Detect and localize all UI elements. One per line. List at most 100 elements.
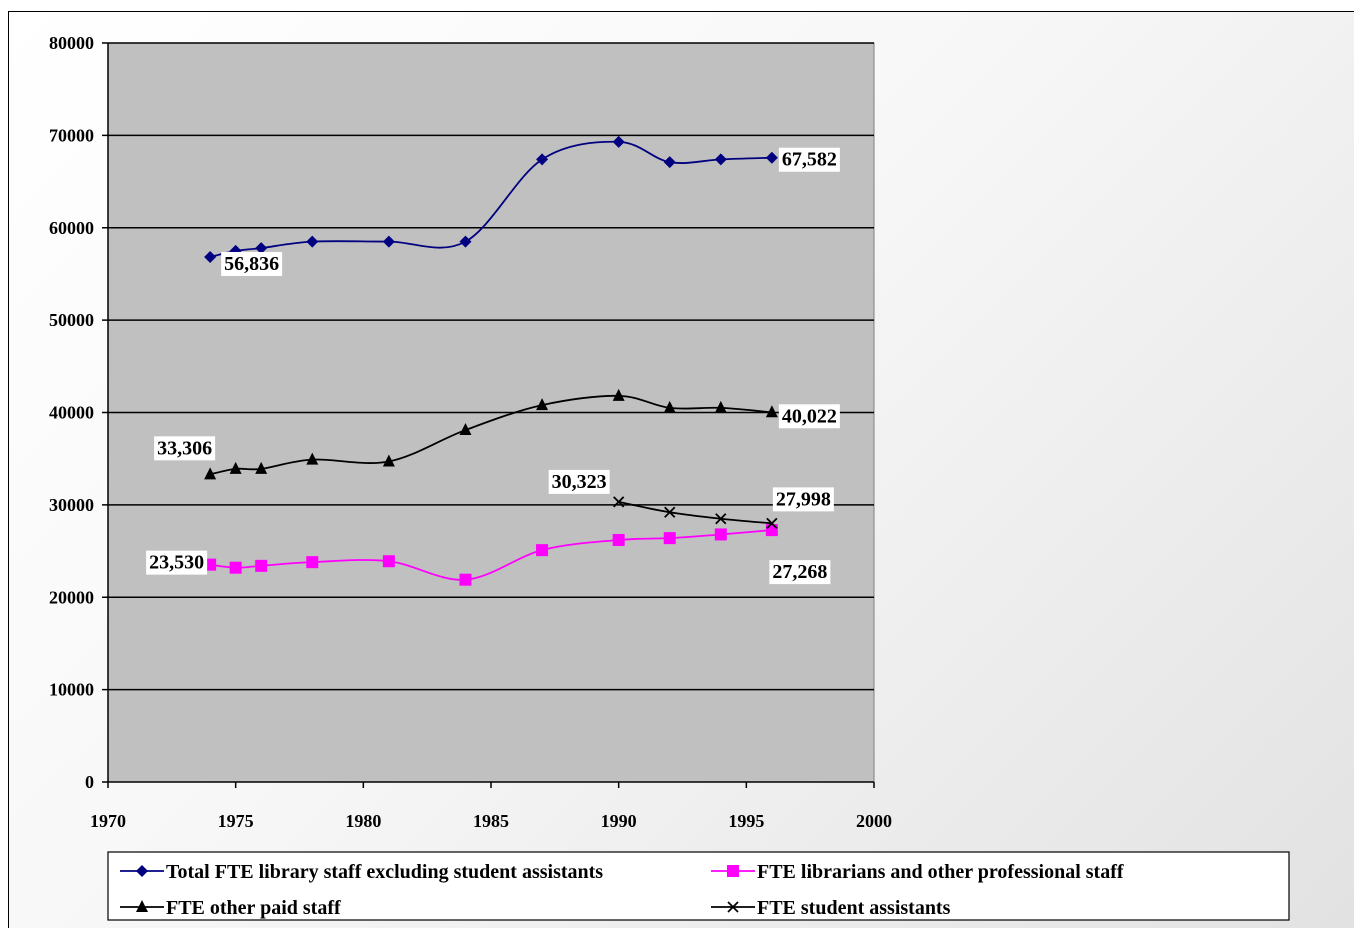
diamond-marker [714, 153, 727, 166]
diamond-marker [536, 153, 549, 166]
data-label-text: 67,582 [782, 149, 837, 171]
x-marker-stroke [664, 506, 676, 518]
diamond-marker [382, 235, 395, 248]
data-label-text: 30,323 [552, 471, 607, 493]
diamond-marker [255, 242, 268, 255]
data-label-text: 27,268 [772, 561, 827, 583]
square-marker [382, 555, 395, 568]
legend-label: Total FTE library staff excluding studen… [166, 861, 603, 883]
triangle-marker [255, 461, 268, 474]
data-label-background [778, 147, 840, 172]
legend-item: FTE other paid staff [120, 897, 341, 919]
data-label-background [778, 404, 840, 429]
data-label-background [221, 251, 283, 276]
legend-x-marker [727, 901, 739, 913]
legend-square-marker [727, 865, 739, 877]
data-label: 56,836 [221, 251, 283, 276]
legend-item: FTE librarians and other professional st… [711, 861, 1124, 883]
x-marker [715, 513, 727, 525]
square-marker [612, 533, 625, 546]
triangle-marker [204, 467, 217, 480]
diamond-marker [459, 235, 472, 248]
square-marker [714, 528, 727, 541]
x-tick-label: 1975 [218, 811, 254, 831]
triangle-marker [382, 454, 395, 467]
square-marker [255, 559, 268, 572]
series-total-fte-library-staff-excluding-student-assistants: 56,836 67,582 [204, 135, 840, 276]
x-tick-label: 1985 [473, 811, 509, 831]
y-tick-label: 40000 [49, 403, 94, 423]
legend: Total FTE library staff excluding studen… [107, 851, 1290, 921]
legend-item: Total FTE library staff excluding studen… [120, 861, 603, 883]
diamond-marker [663, 156, 676, 169]
legend-label: FTE librarians and other professional st… [757, 861, 1124, 883]
data-label-text: 33,306 [157, 437, 212, 459]
x-tick-label: 2000 [856, 811, 892, 831]
x-marker-stroke [613, 496, 625, 508]
legend-label: FTE other paid staff [166, 897, 341, 919]
triangle-marker [536, 398, 549, 411]
x-marker-stroke [727, 901, 739, 913]
y-tick-label: 30000 [49, 495, 94, 515]
data-label: 40,022 [778, 404, 840, 429]
y-tick-label: 80000 [49, 33, 94, 53]
y-tick-label: 0 [85, 772, 94, 792]
diamond-marker [204, 250, 217, 263]
triangle-marker [663, 400, 676, 413]
data-label-text: 23,530 [149, 552, 204, 574]
data-label-background [769, 560, 831, 585]
x-marker-stroke [715, 513, 727, 525]
data-label-background [154, 436, 216, 461]
series-fte-librarians-and-other-professional-staff: 23,530 27,268 [146, 524, 831, 586]
x-marker [664, 506, 676, 518]
series-line [618, 501, 772, 525]
y-tick-label: 60000 [49, 218, 94, 238]
x-tick-label: 1995 [728, 811, 764, 831]
data-label-text: 56,836 [224, 253, 279, 275]
legend-box [107, 851, 1290, 921]
legend-triangle-marker [136, 900, 148, 912]
data-label-background [772, 487, 834, 512]
data-label-text: 40,022 [782, 405, 837, 427]
square-marker [765, 524, 778, 537]
triangle-marker [229, 461, 242, 474]
diamond-marker [765, 151, 778, 164]
series-fte-student-assistants: 30,323 27,998 [548, 469, 834, 530]
triangle-marker [306, 452, 319, 465]
data-label-background [548, 469, 610, 494]
square-marker [459, 573, 472, 586]
x-tick-label: 1990 [601, 811, 637, 831]
x-marker-stroke [766, 517, 778, 530]
x-tick-label: 1970 [90, 811, 126, 831]
triangle-marker [765, 405, 778, 418]
data-label-background [146, 550, 208, 575]
legend-diamond-marker [136, 865, 148, 877]
data-label: 67,582 [778, 147, 840, 172]
data-label: 30,323 [548, 469, 610, 494]
x-marker [766, 517, 778, 530]
triangle-marker [714, 400, 727, 413]
y-tick-label: 50000 [49, 310, 94, 330]
square-marker [306, 556, 319, 569]
data-label: 27,998 [772, 487, 834, 512]
data-label: 27,268 [769, 560, 831, 585]
series-fte-other-paid-staff: 33,306 40,022 [154, 388, 840, 480]
square-marker [663, 532, 676, 545]
x-marker [613, 496, 625, 508]
legend-label: FTE student assistants [757, 897, 951, 919]
triangle-marker [612, 388, 625, 401]
y-tick-label: 20000 [49, 587, 94, 607]
data-label: 23,530 [146, 550, 208, 575]
data-label: 33,306 [154, 436, 216, 461]
x-tick-label: 1980 [345, 811, 381, 831]
triangle-marker [459, 423, 472, 436]
data-label-text: 27,998 [776, 488, 831, 510]
diamond-marker [306, 235, 319, 248]
y-tick-label: 70000 [49, 125, 94, 145]
diamond-marker [612, 135, 625, 148]
square-marker [536, 544, 549, 557]
y-tick-label: 10000 [49, 680, 94, 700]
legend-item: FTE student assistants [711, 897, 951, 919]
square-marker [229, 561, 242, 574]
